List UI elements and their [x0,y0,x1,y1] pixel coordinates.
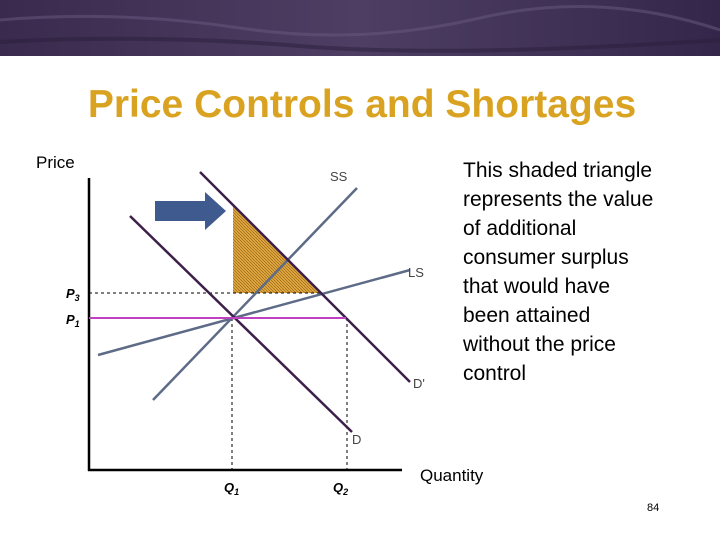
page-number: 84 [647,502,659,514]
note-line: control [463,362,526,385]
d-prime-curve [199,171,411,383]
x-axis-label: Quantity [420,466,484,485]
note-line: of additional [463,217,576,240]
note-line: represents the value [463,188,653,211]
d-prime-label: D' [413,376,425,391]
ss-label: SS [330,169,348,184]
label-letter: Q [224,480,234,495]
label-letter: Q [333,480,343,495]
q1-label: Q1 [224,480,239,497]
ss-curve [152,187,358,401]
note-line: without the price [462,333,616,356]
band-texture [0,5,720,37]
d-curve [129,215,353,433]
label-sub: 1 [234,487,239,497]
label-sub: 3 [75,293,80,303]
label-letter: P [66,312,75,327]
note-line: This shaded triangle [463,159,652,182]
band-texture [0,36,720,53]
p1-label: P1 [66,312,80,329]
note-line: been attained [463,304,590,327]
label-sub: 1 [75,319,80,329]
note-line: that would have [463,275,610,298]
d-label: D [352,432,361,447]
ls-label: LS [408,265,424,280]
title: Price Controls and Shortages [88,83,636,126]
note: This shaded triangle represents the value… [462,159,653,385]
p3-label: P3 [66,286,80,303]
ls-curve [97,268,411,357]
label-sub: 2 [342,487,348,497]
note-line: consumer surplus [463,246,629,269]
label-letter: P [66,286,75,301]
arrow [155,192,226,230]
q2-label: Q2 [333,480,348,497]
y-axis-label: Price [36,153,75,172]
